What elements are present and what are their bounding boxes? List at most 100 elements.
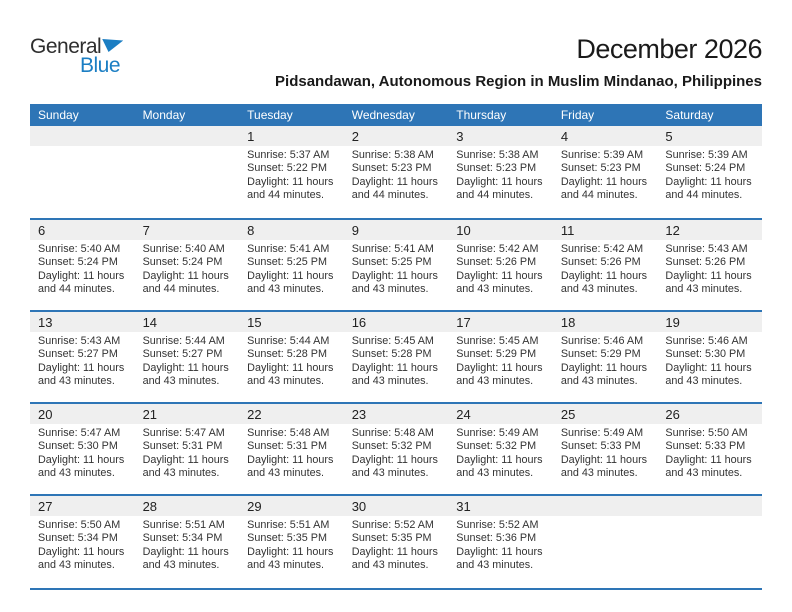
daylight-line1: Daylight: 11 hours — [560, 361, 648, 374]
sunrise-text: Sunrise: 5:48 AM — [351, 427, 434, 439]
sunrise-text: Sunrise: 5:50 AM — [665, 427, 748, 439]
daylight-line1: Daylight: 11 hours — [456, 269, 543, 282]
daylight-line2: and 43 minutes. — [38, 375, 115, 388]
day-details: Sunrise: 5:47 AM Sunset: 5:30 PM Daylight:… — [30, 424, 135, 481]
day-number: 17 — [448, 312, 553, 332]
daylight-line2: and 44 minutes. — [560, 189, 638, 202]
sunset-text: Sunset: 5:25 PM — [351, 256, 432, 269]
day-details: Sunrise: 5:49 AM Sunset: 5:33 PM Daylight:… — [553, 424, 658, 481]
sunrise-text: Sunrise: 5:43 AM — [38, 335, 121, 347]
daylight-line1: Daylight: 11 hours — [247, 175, 334, 188]
sunrise-text: Sunrise: 5:46 AM — [665, 335, 748, 347]
day-details: Sunrise: 5:38 AM Sunset: 5:23 PM Daylight:… — [344, 146, 449, 203]
daylight-line1: Daylight: 11 hours — [665, 361, 752, 374]
daylight-line2: and 43 minutes. — [560, 283, 638, 296]
sunrise-text: Sunrise: 5:48 AM — [247, 427, 330, 439]
daylight-line1: Daylight: 11 hours — [38, 269, 125, 282]
sunrise-text: Sunrise: 5:52 AM — [351, 519, 434, 531]
sunrise-text: Sunrise: 5:50 AM — [38, 519, 121, 531]
empty-day-cell — [30, 126, 135, 218]
day-number: 9 — [343, 220, 449, 240]
daylight-line1: Daylight: 11 hours — [351, 269, 438, 282]
day-cell-25: 25 Sunrise: 5:49 AM Sunset: 5:33 PM Dayligh… — [552, 404, 658, 494]
daylight-line1: Daylight: 11 hours — [456, 361, 543, 374]
logo-triangle-icon — [102, 39, 124, 52]
day-number — [657, 496, 762, 516]
day-cell-26: 26 Sunrise: 5:50 AM Sunset: 5:33 PM Dayligh… — [657, 404, 762, 494]
weekday-header-sunday: Sunday — [38, 108, 79, 122]
day-cell-22: 22 Sunrise: 5:48 AM Sunset: 5:31 PM Dayligh… — [239, 404, 344, 494]
day-cell-23: 23 Sunrise: 5:48 AM Sunset: 5:32 PM Dayligh… — [343, 404, 449, 494]
weekday-header-row: Sunday Monday Tuesday Wednesday Thursday Frid… — [30, 104, 762, 126]
day-details: Sunrise: 5:40 AM Sunset: 5:24 PM Daylight:… — [135, 240, 240, 297]
daylight-line1: Daylight: 11 hours — [456, 175, 543, 188]
day-details: Sunrise: 5:52 AM Sunset: 5:36 PM Daylight:… — [448, 516, 553, 573]
day-cell-15: 15 Sunrise: 5:44 AM Sunset: 5:28 PM Dayligh… — [239, 312, 344, 402]
day-number: 15 — [239, 312, 344, 332]
sunrise-text: Sunrise: 5:38 AM — [351, 149, 434, 161]
day-number: 22 — [239, 404, 344, 424]
day-details: Sunrise: 5:42 AM Sunset: 5:26 PM Daylight:… — [553, 240, 658, 297]
day-number: 24 — [448, 404, 553, 424]
logo-text-general: General — [30, 35, 102, 58]
daylight-line2: and 44 minutes. — [247, 189, 324, 202]
sunrise-text: Sunrise: 5:47 AM — [142, 427, 225, 439]
sunset-text: Sunset: 5:27 PM — [142, 348, 223, 361]
daylight-line1: Daylight: 11 hours — [38, 453, 125, 466]
day-number: 2 — [343, 126, 449, 146]
day-cell-8: 8 Sunrise: 5:41 AM Sunset: 5:25 PM Daylight… — [239, 220, 344, 310]
daylight-line1: Daylight: 11 hours — [665, 453, 752, 466]
day-details: Sunrise: 5:46 AM Sunset: 5:30 PM Daylight:… — [657, 332, 762, 389]
sunset-text: Sunset: 5:36 PM — [456, 532, 537, 545]
sunset-text: Sunset: 5:29 PM — [560, 348, 641, 361]
day-cell-10: 10 Sunrise: 5:42 AM Sunset: 5:26 PM Dayligh… — [448, 220, 553, 310]
day-cell-9: 9 Sunrise: 5:41 AM Sunset: 5:25 PM Daylight… — [343, 220, 449, 310]
day-number: 28 — [134, 496, 240, 516]
daylight-line1: Daylight: 11 hours — [456, 453, 543, 466]
sunrise-text: Sunrise: 5:44 AM — [142, 335, 225, 347]
daylight-line2: and 43 minutes. — [142, 559, 220, 572]
day-number: 31 — [448, 496, 553, 516]
day-number: 5 — [657, 126, 762, 146]
daylight-line1: Daylight: 11 hours — [38, 545, 125, 558]
location-subtitle: Pidsandawan, Autonomous Region in Muslim… — [275, 73, 762, 90]
day-details: Sunrise: 5:43 AM Sunset: 5:26 PM Daylight:… — [657, 240, 762, 297]
weekday-header-tuesday: Tuesday — [247, 108, 293, 122]
daylight-line2: and 44 minutes. — [142, 283, 220, 296]
sunset-text: Sunset: 5:24 PM — [665, 162, 746, 175]
daylight-line2: and 43 minutes. — [247, 283, 324, 296]
sunrise-text: Sunrise: 5:39 AM — [560, 149, 644, 161]
daylight-line1: Daylight: 11 hours — [351, 453, 438, 466]
day-cell-19: 19 Sunrise: 5:46 AM Sunset: 5:30 PM Dayligh… — [657, 312, 762, 402]
sunset-text: Sunset: 5:26 PM — [560, 256, 641, 269]
sunrise-text: Sunrise: 5:51 AM — [142, 519, 225, 531]
calendar-table: Sunday Monday Tuesday Wednesday Thursday Frid… — [30, 104, 762, 590]
day-cell-4: 4 Sunrise: 5:39 AM Sunset: 5:23 PM Daylight… — [552, 126, 658, 218]
sunset-text: Sunset: 5:33 PM — [665, 440, 746, 453]
daylight-line1: Daylight: 11 hours — [142, 545, 229, 558]
sunrise-text: Sunrise: 5:41 AM — [351, 243, 434, 255]
day-cell-14: 14 Sunrise: 5:44 AM Sunset: 5:27 PM Dayligh… — [134, 312, 240, 402]
day-number: 29 — [239, 496, 344, 516]
sunset-text: Sunset: 5:24 PM — [38, 256, 118, 269]
daylight-line2: and 43 minutes. — [247, 467, 324, 480]
day-number: 1 — [239, 126, 344, 146]
daylight-line1: Daylight: 11 hours — [560, 269, 648, 282]
sunset-text: Sunset: 5:23 PM — [351, 162, 432, 175]
day-number: 11 — [552, 220, 658, 240]
sunset-text: Sunset: 5:28 PM — [247, 348, 327, 361]
day-details: Sunrise: 5:51 AM Sunset: 5:34 PM Daylight:… — [135, 516, 240, 573]
sunset-text: Sunset: 5:34 PM — [38, 532, 118, 545]
sunrise-text: Sunrise: 5:45 AM — [351, 335, 434, 347]
day-number — [134, 126, 240, 146]
sunset-text: Sunset: 5:25 PM — [247, 256, 327, 269]
day-details: Sunrise: 5:47 AM Sunset: 5:31 PM Daylight:… — [135, 424, 240, 481]
day-number: 7 — [134, 220, 240, 240]
sunset-text: Sunset: 5:29 PM — [456, 348, 537, 361]
sunset-text: Sunset: 5:26 PM — [665, 256, 746, 269]
sunrise-text: Sunrise: 5:37 AM — [247, 149, 330, 161]
daylight-line2: and 43 minutes. — [456, 375, 534, 388]
sunset-text: Sunset: 5:22 PM — [247, 162, 327, 175]
daylight-line2: and 43 minutes. — [456, 559, 534, 572]
sunset-text: Sunset: 5:34 PM — [142, 532, 223, 545]
